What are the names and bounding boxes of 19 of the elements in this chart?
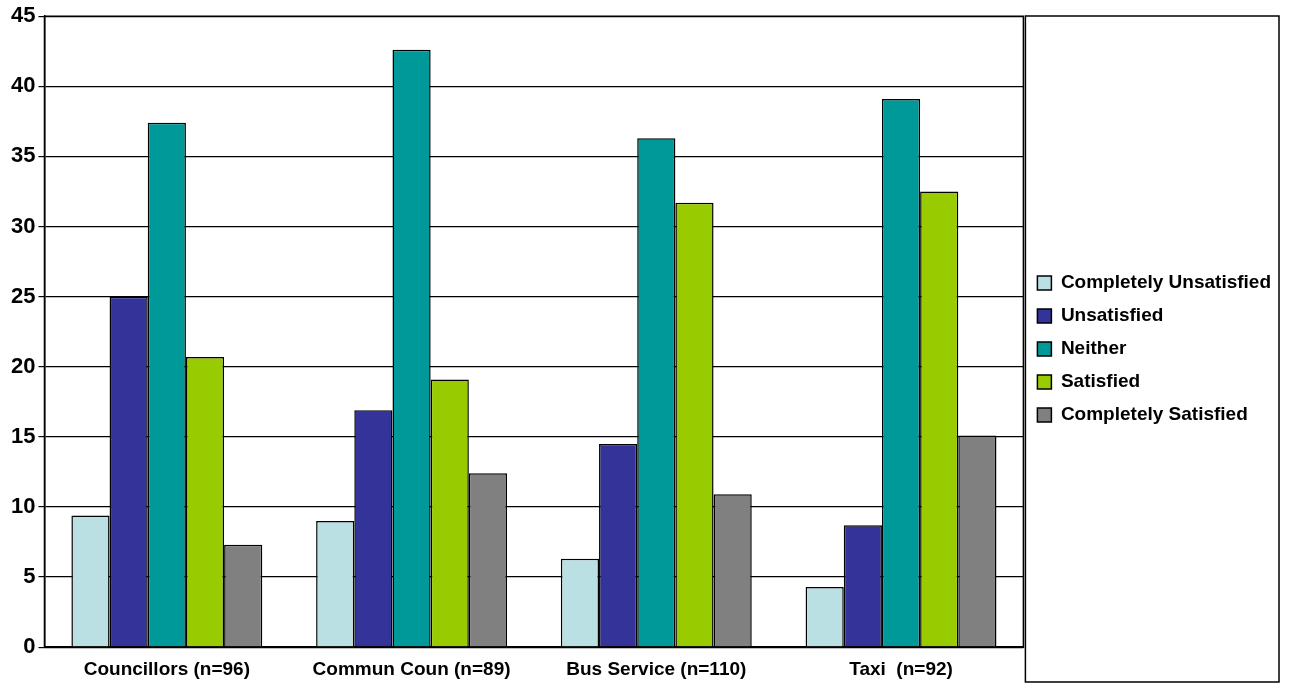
y-tick-label: 35 bbox=[10, 142, 36, 168]
x-tick-label: Commun Coun (n=89) bbox=[312, 657, 511, 679]
y-tick-label: 5 bbox=[23, 563, 36, 589]
y-tick-label: 20 bbox=[10, 352, 36, 378]
legend-label: Completely Unsatisfied bbox=[1060, 271, 1272, 293]
legend-label: Unsatisfied bbox=[1060, 304, 1164, 326]
y-tick-label: 10 bbox=[10, 493, 36, 519]
legend-label: Completely Satisfied bbox=[1060, 403, 1248, 425]
y-tick-label: 15 bbox=[10, 422, 36, 448]
x-tick-label: Taxi (n=92) bbox=[849, 657, 953, 679]
y-tick-label: 40 bbox=[10, 72, 36, 98]
y-tick-label: 45 bbox=[10, 2, 36, 28]
y-tick-label: 30 bbox=[10, 212, 36, 238]
legend-label: Neither bbox=[1060, 337, 1127, 359]
y-tick-label: 0 bbox=[23, 633, 36, 659]
legend-label: Satisfied bbox=[1060, 370, 1141, 392]
x-tick-label: Councillors (n=96) bbox=[83, 657, 250, 679]
y-tick-label: 25 bbox=[10, 282, 36, 308]
x-tick-label: Bus Service (n=110) bbox=[566, 657, 747, 679]
